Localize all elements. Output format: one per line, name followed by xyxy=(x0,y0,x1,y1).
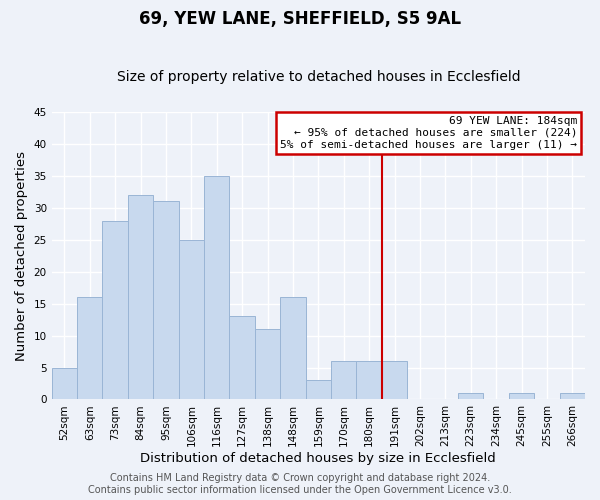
X-axis label: Distribution of detached houses by size in Ecclesfield: Distribution of detached houses by size … xyxy=(140,452,496,465)
Bar xyxy=(305,380,331,400)
Bar xyxy=(204,176,229,400)
Text: 69 YEW LANE: 184sqm
← 95% of detached houses are smaller (224)
5% of semi-detach: 69 YEW LANE: 184sqm ← 95% of detached ho… xyxy=(280,116,577,150)
Bar xyxy=(229,316,255,400)
Text: 69, YEW LANE, SHEFFIELD, S5 9AL: 69, YEW LANE, SHEFFIELD, S5 9AL xyxy=(139,10,461,28)
Bar xyxy=(356,361,382,400)
Bar xyxy=(153,202,179,400)
Bar xyxy=(382,361,407,400)
Bar xyxy=(128,195,153,400)
Bar xyxy=(509,393,534,400)
Bar xyxy=(52,368,77,400)
Bar xyxy=(77,298,103,400)
Bar xyxy=(331,361,356,400)
Text: Contains HM Land Registry data © Crown copyright and database right 2024.
Contai: Contains HM Land Registry data © Crown c… xyxy=(88,474,512,495)
Bar xyxy=(255,329,280,400)
Title: Size of property relative to detached houses in Ecclesfield: Size of property relative to detached ho… xyxy=(116,70,520,85)
Y-axis label: Number of detached properties: Number of detached properties xyxy=(15,151,28,361)
Bar xyxy=(280,298,305,400)
Bar xyxy=(560,393,585,400)
Bar xyxy=(458,393,484,400)
Bar xyxy=(179,240,204,400)
Bar xyxy=(103,220,128,400)
